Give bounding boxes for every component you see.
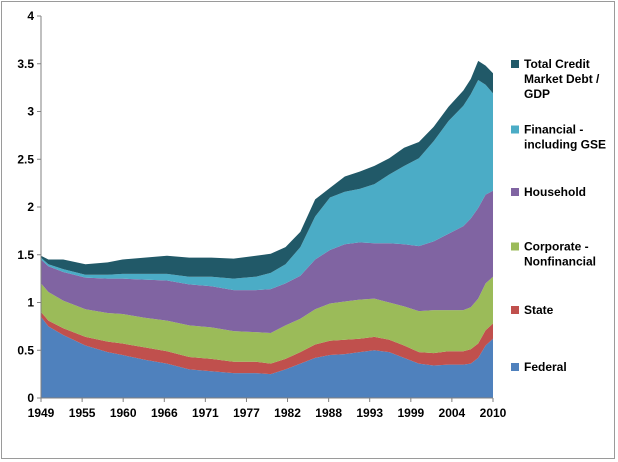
legend: Total Credit Market Debt / GDP Financial -i… (511, 57, 606, 374)
legend-swatch-state (511, 306, 519, 314)
y-axis-ticks: 0 0.5 1 1.5 2 2.5 3 3.5 4 (17, 9, 41, 405)
x-tick-label: 1988 (315, 406, 342, 420)
x-tick-label: 2004 (439, 406, 466, 420)
x-axis-ticks: 1949 1955 1960 1966 1971 1977 1982 1988 1993 1999… (28, 398, 507, 420)
y-tick-label: 2.5 (17, 152, 34, 166)
area-corporate-nonfinancial (41, 276, 493, 364)
area-federal (41, 316, 493, 398)
y-tick-label: 2 (27, 200, 34, 214)
legend-swatch-household (511, 188, 519, 196)
legend-label-corporate-nonfinancial: Corporate -Nonfinancial (524, 240, 596, 269)
area-household (41, 190, 493, 334)
legend-swatch-federal (511, 363, 519, 371)
x-tick-label: 1977 (233, 406, 260, 420)
x-tick-label: 1982 (274, 406, 301, 420)
legend-swatch-financial-including-gse (511, 125, 519, 134)
area-layers (41, 60, 493, 398)
y-tick-label: 4 (27, 9, 34, 23)
legend-label-financial-including-gse: Financial -including GSE (524, 123, 606, 152)
y-tick-label: 1 (27, 296, 34, 310)
y-tick-label: 1.5 (17, 248, 34, 262)
y-tick-label: 0.5 (17, 343, 34, 357)
x-tick-label: 1960 (110, 406, 137, 420)
legend-label-household: Household (524, 185, 586, 199)
area-financial-including-gse (41, 79, 493, 291)
x-tick-label: 1949 (28, 406, 55, 420)
x-tick-label: 1955 (69, 406, 96, 420)
y-tick-label: 3.5 (17, 57, 34, 71)
legend-swatch-corporate-nonfinancial (511, 242, 519, 251)
y-tick-label: 0 (27, 391, 34, 405)
legend-label-federal: Federal (524, 360, 567, 374)
legend-label-state: State (524, 303, 554, 317)
y-tick-label: 3 (27, 105, 34, 119)
area-state (41, 312, 493, 375)
legend-swatch-total-credit-market-debt-gdp (511, 60, 519, 68)
x-tick-label: 1999 (397, 406, 424, 420)
x-tick-label: 2010 (480, 406, 507, 420)
x-tick-label: 1993 (356, 406, 383, 420)
x-tick-label: 1971 (192, 406, 219, 420)
x-tick-label: 1966 (151, 406, 178, 420)
legend-label-total-credit-market-debt-gdp: Total Credit Market Debt / GDP (524, 57, 600, 101)
